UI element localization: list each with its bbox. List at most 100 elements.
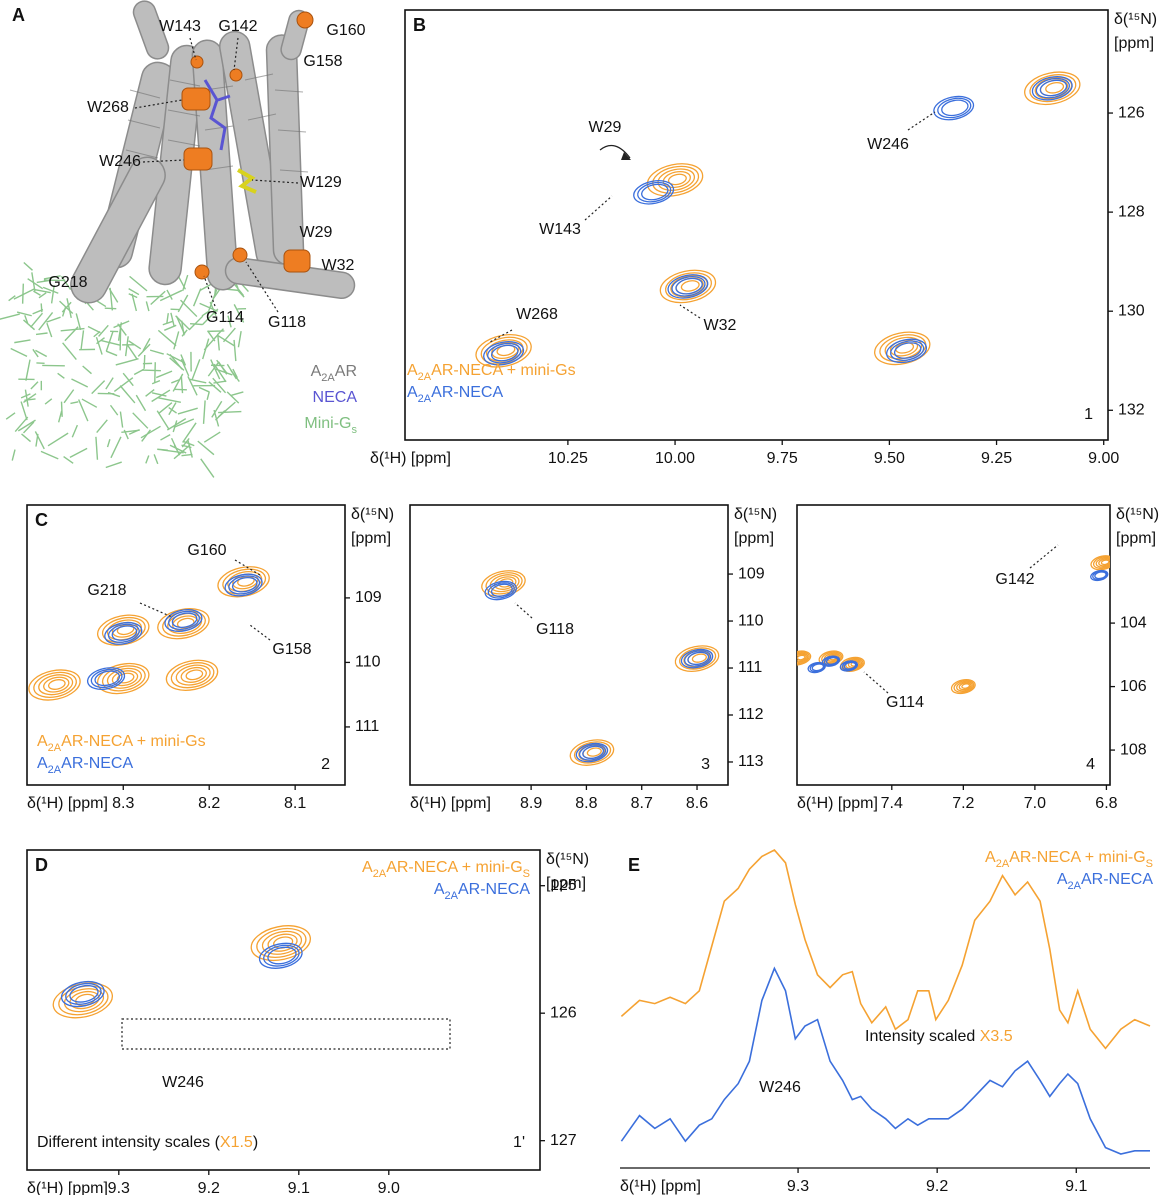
- mesh-stroke: [120, 412, 122, 428]
- text-segment: A: [1057, 871, 1068, 888]
- mesh-stroke: [25, 390, 28, 407]
- mesh-stroke: [65, 327, 78, 341]
- mesh-stroke: [152, 381, 160, 384]
- mesh-stroke: [63, 343, 77, 360]
- text-segment: X1.5: [220, 1134, 253, 1151]
- structure-legend: A2AAR: [311, 363, 357, 384]
- peak: [644, 159, 705, 201]
- x-axis-label: δ(¹H) [ppm]: [620, 1178, 701, 1195]
- text-segment: AR-NECA: [458, 881, 530, 898]
- peak: [673, 642, 721, 675]
- mesh-stroke: [31, 313, 43, 327]
- peak: [807, 661, 826, 674]
- structure-legend: NECA: [313, 389, 358, 406]
- contour-level: [1133, 655, 1159, 673]
- mesh-stroke: [198, 441, 214, 455]
- mesh-stroke: [218, 412, 241, 413]
- x-tick-label: 9.3: [787, 1178, 809, 1195]
- spectrum-number: 2: [321, 756, 330, 773]
- contour-layer: [473, 67, 1083, 371]
- text-segment: AR: [335, 363, 357, 380]
- mesh-stroke: [151, 291, 166, 304]
- mesh-stroke: [58, 373, 65, 378]
- y-axis-label: δ(¹⁵N): [1116, 506, 1159, 523]
- y-axis-label: δ(¹⁵N): [734, 506, 777, 523]
- mesh-stroke: [144, 355, 145, 369]
- x-tick-label: 10.00: [655, 450, 695, 467]
- plot-frame: [797, 505, 1110, 785]
- legend-entry: A2AAR-NECA: [434, 881, 530, 902]
- y-tick-label: 127: [550, 1132, 577, 1149]
- y-tick-label: 126: [1118, 104, 1145, 121]
- contour-layer: [786, 554, 1159, 699]
- mesh-stroke: [41, 303, 42, 312]
- y-tick-label: 109: [355, 589, 382, 606]
- y-tick-label: 132: [1118, 401, 1145, 418]
- mesh-stroke: [163, 321, 173, 324]
- mesh-stroke: [167, 313, 168, 323]
- leader-line: [250, 625, 270, 640]
- mesh-stroke: [12, 450, 15, 461]
- residue-label: W143: [159, 18, 201, 35]
- mesh-stroke: [14, 340, 30, 343]
- text-segment: 2A: [1068, 880, 1082, 892]
- text-segment: AR-NECA + mini-G: [386, 859, 522, 876]
- x-tick-label: 7.2: [952, 795, 974, 812]
- text-segment: A: [311, 363, 322, 380]
- text-segment: Different intensity scales (: [37, 1134, 221, 1151]
- contour-level: [940, 98, 969, 118]
- peak: [1090, 554, 1116, 572]
- mesh-stroke: [155, 362, 156, 383]
- y-axis-label: [ppm]: [546, 875, 586, 892]
- mesh-stroke: [146, 455, 149, 463]
- text-segment: S: [1146, 858, 1153, 870]
- contour-level: [893, 341, 922, 361]
- mesh-stroke: [207, 392, 209, 400]
- text-segment: 2A: [48, 742, 62, 754]
- mesh-stroke: [201, 459, 214, 478]
- x-tick-label: 9.25: [981, 450, 1012, 467]
- peak: [950, 678, 976, 696]
- mesh-stroke: [160, 435, 170, 440]
- panel-letter: D: [35, 855, 48, 875]
- mesh-stroke: [218, 336, 219, 350]
- contour-level: [1130, 667, 1138, 673]
- mesh-stroke: [6, 413, 15, 419]
- peak: [248, 921, 314, 966]
- contour-layer: [479, 567, 721, 769]
- mesh-stroke: [21, 402, 27, 421]
- legend-entry: A2AAR-NECA + mini-GS: [985, 849, 1153, 870]
- mesh-stroke: [64, 390, 74, 403]
- contour-level: [1141, 660, 1154, 669]
- mesh-stroke: [105, 308, 117, 309]
- mesh-stroke: [99, 325, 109, 336]
- mesh-stroke: [22, 434, 31, 442]
- plot-frame: [410, 505, 728, 785]
- y-axis-label: [ppm]: [1114, 35, 1154, 52]
- mesh-stroke: [108, 439, 110, 447]
- y-axis-label: [ppm]: [1116, 530, 1156, 547]
- intensity-note: Different intensity scales (X1.5): [37, 1134, 258, 1151]
- mesh-stroke: [120, 386, 135, 403]
- text-segment: NECA: [313, 389, 358, 406]
- mesh-stroke: [203, 339, 209, 359]
- mesh-stroke: [231, 392, 243, 395]
- peak-label: G218: [87, 582, 126, 599]
- x-tick-label: 8.1: [284, 795, 306, 812]
- spectrum-number: 4: [1086, 756, 1095, 773]
- x-tick-label: 9.50: [874, 450, 905, 467]
- mesh-stroke: [133, 413, 148, 429]
- y-axis-label: [ppm]: [734, 530, 774, 547]
- x-tick-label: 7.4: [881, 795, 903, 812]
- mesh-stroke: [128, 345, 137, 358]
- peak: [257, 940, 304, 972]
- mesh-stroke: [14, 289, 35, 299]
- x-tick-label: 9.3: [108, 1180, 130, 1195]
- mesh-stroke: [81, 330, 83, 349]
- mesh-stroke: [171, 313, 174, 326]
- text-segment: 2A: [418, 371, 432, 383]
- legend-entry: A2AAR-NECA + mini-GS: [362, 859, 530, 880]
- mesh-stroke: [24, 399, 35, 400]
- mesh-stroke: [190, 324, 202, 325]
- intensity-note: Intensity scaled X3.5: [865, 1028, 1013, 1045]
